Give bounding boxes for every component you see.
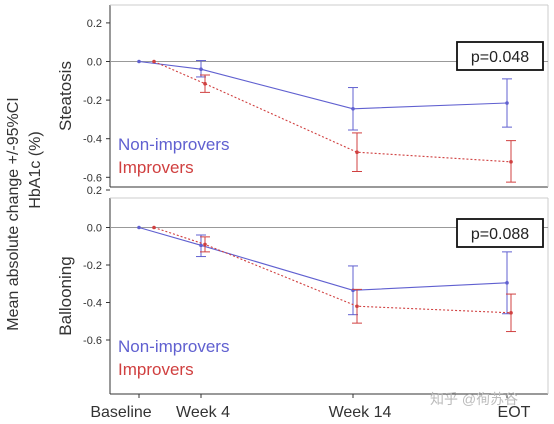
panel-ballooning: 0.2 0.0 -0.2 -0.4 -0.6 Ballooning p=0.088 Non-i… [56, 185, 549, 395]
data-point [152, 225, 156, 230]
legend-entry: Non-improvers [118, 135, 229, 154]
panel-label: Steatosis [56, 61, 75, 131]
y-tick-label: 0.0 [87, 57, 102, 69]
data-point [152, 59, 156, 64]
data-point [355, 304, 359, 309]
y-tick-label: -0.4 [83, 134, 102, 146]
data-point [137, 225, 141, 230]
p-value-label: p=0.088 [471, 226, 529, 243]
y-axis-title: Mean absolute change +/-95%CI HbA1c (%) [5, 97, 44, 330]
y-tick-label: 0.0 [87, 223, 102, 235]
data-point [199, 67, 203, 72]
legend-entry: Improvers [118, 158, 194, 177]
data-point [203, 242, 207, 247]
y-tick-label: -0.4 [83, 298, 102, 310]
data-point [351, 106, 355, 111]
legend-entry: Non-improvers [118, 337, 229, 356]
y-axis-title-line-2: HbA1c (%) [27, 131, 44, 208]
data-point [509, 311, 513, 315]
y-axis-title-line-1: Mean absolute change +/-95%CI [5, 97, 22, 330]
series-line [138, 60, 508, 110]
x-tick-label: EOT [498, 404, 531, 421]
x-tick-label: Week 14 [329, 404, 392, 421]
data-point [199, 243, 203, 248]
data-point [509, 160, 513, 164]
data-point [355, 150, 359, 155]
legend-entry: Improvers [118, 360, 194, 379]
panel-label: Ballooning [56, 256, 75, 335]
p-value-label: p=0.048 [471, 49, 529, 66]
watermark: 知乎 @徇苏谷 [430, 391, 518, 407]
y-tick-label: -0.6 [83, 172, 102, 184]
p-value-box [456, 218, 544, 248]
series-non-improvers [137, 59, 512, 131]
data-point [137, 59, 141, 64]
panel-steatosis: 0.2 0.0 -0.2 -0.4 -0.6 Steatosis p=0.048 Non-im… [56, 4, 549, 188]
p-value-box [456, 41, 544, 71]
series-improvers [152, 59, 516, 183]
series-improvers [152, 225, 516, 333]
data-point [505, 101, 509, 105]
y-tick-label: 0.2 [87, 18, 102, 30]
y-tick-label: -0.2 [83, 95, 102, 107]
y-tick-label: 0.2 [87, 185, 102, 197]
x-tick-label: Baseline [90, 404, 151, 421]
series-non-improvers [137, 225, 512, 316]
y-tick-label: -0.2 [83, 260, 102, 272]
series-line [138, 226, 508, 291]
data-point [505, 281, 509, 285]
x-tick-label: Week 4 [176, 404, 230, 421]
y-tick-label: -0.6 [83, 335, 102, 347]
data-point [203, 81, 207, 86]
